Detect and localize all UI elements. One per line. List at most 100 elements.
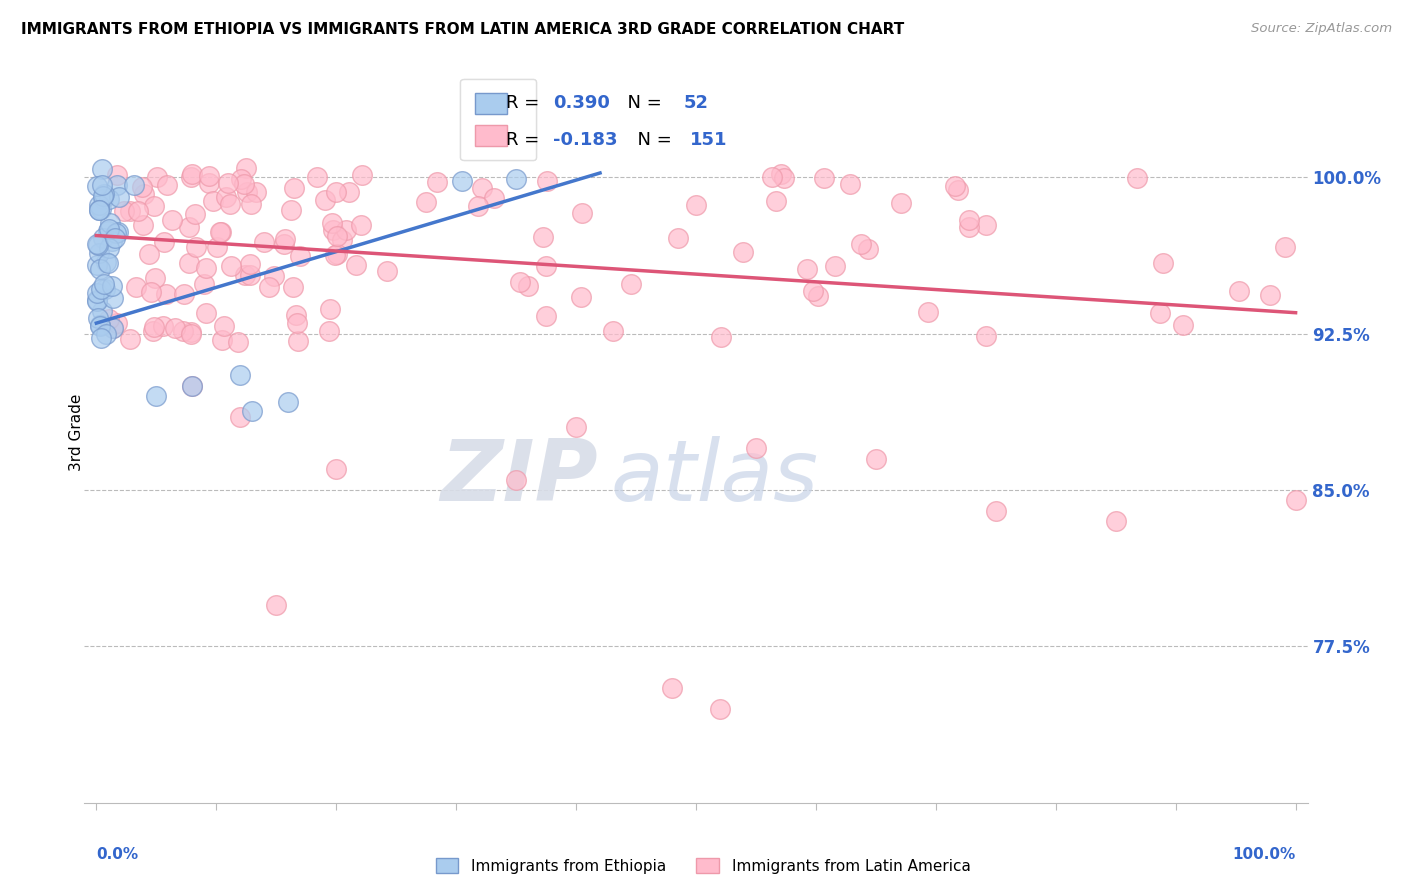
Point: [86, 285, 108, 300]
Point: [943, 178, 966, 193]
Text: Source: ZipAtlas.com: Source: ZipAtlas.com: [1251, 22, 1392, 36]
Point: [90, 161, 112, 176]
Point: [145, 389, 167, 403]
Point: [195, 260, 218, 275]
Point: [86, 258, 108, 272]
Point: [87, 203, 110, 218]
Point: [162, 213, 184, 227]
Point: [235, 161, 257, 176]
Point: [273, 237, 295, 252]
Point: [287, 334, 309, 348]
Point: [769, 167, 792, 181]
Point: [321, 216, 343, 230]
Point: [125, 280, 148, 294]
Point: [264, 598, 287, 612]
Point: [91, 192, 114, 206]
Point: [796, 261, 818, 276]
Point: [856, 242, 879, 256]
Point: [517, 278, 540, 293]
Point: [661, 681, 683, 695]
Point: [426, 175, 449, 189]
Point: [86, 293, 108, 308]
Point: [209, 226, 232, 240]
Point: [93, 277, 115, 292]
Point: [94, 282, 117, 296]
Text: 0.390: 0.390: [553, 95, 610, 112]
Point: [534, 309, 557, 323]
Point: [1260, 288, 1282, 302]
Point: [733, 245, 755, 260]
Point: [322, 223, 344, 237]
Point: [181, 167, 204, 181]
Point: [807, 289, 830, 303]
Point: [197, 177, 219, 191]
Point: [90, 331, 112, 345]
Point: [91, 303, 114, 318]
Point: [325, 185, 347, 199]
Point: [146, 170, 169, 185]
Point: [90, 202, 112, 216]
Point: [319, 302, 342, 317]
Point: [233, 177, 256, 191]
Text: IMMIGRANTS FROM ETHIOPIA VS IMMIGRANTS FROM LATIN AMERICA 3RD GRADE CORRELATION : IMMIGRANTS FROM ETHIOPIA VS IMMIGRANTS F…: [21, 22, 904, 37]
Point: [571, 289, 593, 303]
Point: [180, 170, 202, 185]
Point: [143, 271, 166, 285]
Point: [602, 324, 624, 338]
Point: [277, 395, 299, 409]
Point: [198, 169, 221, 183]
Point: [709, 702, 731, 716]
Point: [134, 187, 156, 202]
Point: [451, 174, 474, 188]
Point: [91, 231, 114, 245]
Point: [208, 225, 231, 239]
Point: [184, 239, 207, 253]
Point: [344, 258, 367, 272]
Point: [97, 224, 120, 238]
Point: [245, 185, 267, 199]
Point: [211, 333, 233, 347]
Point: [193, 277, 215, 291]
Point: [305, 170, 328, 185]
Point: [98, 216, 121, 230]
Point: [124, 178, 146, 193]
Point: [314, 193, 336, 207]
Text: 100.0%: 100.0%: [1232, 847, 1295, 863]
Point: [201, 194, 224, 208]
Point: [240, 403, 263, 417]
Text: ZIP: ZIP: [440, 435, 598, 518]
Legend: , : ,: [460, 78, 536, 161]
Point: [565, 420, 588, 434]
Y-axis label: 3rd Grade: 3rd Grade: [69, 394, 83, 471]
Point: [229, 409, 252, 424]
Point: [90, 282, 112, 296]
Point: [89, 262, 111, 277]
Point: [375, 264, 398, 278]
Point: [1227, 284, 1250, 298]
Text: N =: N =: [626, 131, 678, 149]
Point: [957, 213, 980, 227]
Point: [974, 329, 997, 343]
Point: [141, 325, 163, 339]
Point: [337, 185, 360, 199]
Point: [112, 203, 135, 218]
Point: [98, 222, 121, 236]
Point: [813, 171, 835, 186]
Point: [326, 246, 349, 260]
Point: [253, 235, 276, 250]
Point: [163, 321, 186, 335]
Point: [107, 190, 129, 204]
Point: [101, 320, 124, 334]
Point: [89, 318, 111, 333]
Point: [91, 189, 114, 203]
Point: [685, 198, 707, 212]
Point: [288, 249, 311, 263]
Point: [505, 172, 527, 186]
Point: [101, 291, 124, 305]
Point: [101, 278, 124, 293]
Point: [865, 451, 887, 466]
Point: [181, 378, 204, 392]
Point: [274, 232, 297, 246]
Point: [280, 203, 302, 218]
Text: 0.0%: 0.0%: [97, 847, 138, 863]
